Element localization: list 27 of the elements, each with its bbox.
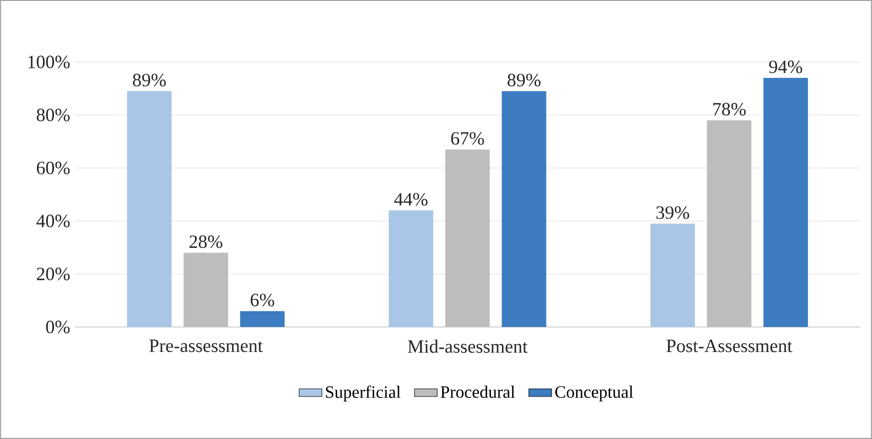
data-label: 6% xyxy=(250,294,274,306)
data-label: 67% xyxy=(451,132,484,145)
y-tick-label: 20% xyxy=(36,268,70,280)
data-label: 28% xyxy=(190,235,222,248)
data-label: 94% xyxy=(769,60,802,74)
data-label: 89% xyxy=(132,74,166,86)
data-label: 44% xyxy=(394,193,428,206)
bar xyxy=(763,78,808,327)
bar xyxy=(388,210,434,327)
data-label: 78% xyxy=(713,102,746,116)
x-tick-label: Post-Assessment xyxy=(666,340,792,352)
bar xyxy=(240,311,285,327)
y-tick-label: 40% xyxy=(36,214,70,228)
bar xyxy=(127,91,172,327)
legend-label: Procedural xyxy=(440,386,515,398)
x-tick-label: Pre-assessment xyxy=(149,340,263,352)
y-tick-label: 60% xyxy=(36,162,70,174)
data-label: 39% xyxy=(656,206,690,219)
bar xyxy=(650,224,695,327)
y-tick-label: 80% xyxy=(36,108,70,122)
bar xyxy=(502,91,546,327)
legend-label: Conceptual xyxy=(555,386,634,402)
x-tick-label: Mid-assessment xyxy=(408,340,528,353)
data-label: 89% xyxy=(508,74,540,86)
y-tick-label: 0% xyxy=(46,320,70,334)
y-tick-label: 100% xyxy=(28,56,70,68)
legend-label: Superficial xyxy=(326,386,401,402)
